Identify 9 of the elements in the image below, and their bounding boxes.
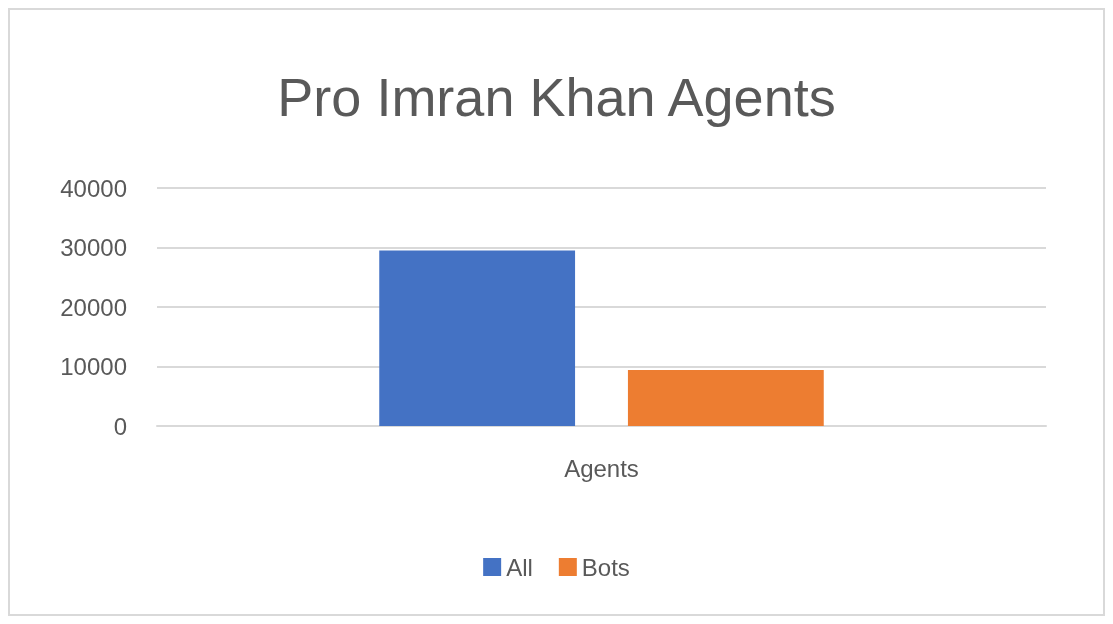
y-tick-label: 0 (113, 412, 127, 440)
legend-label: All (506, 553, 533, 581)
y-tick-label: 40000 (60, 174, 127, 202)
y-tick-label: 10000 (60, 353, 127, 380)
x-tick-label: Agents (564, 454, 639, 482)
y-tick-label: 30000 (60, 234, 127, 261)
legend-label: Bots (581, 553, 630, 581)
chart-title: Pro Imran Khan Agents (277, 67, 836, 127)
y-tick-label: 20000 (60, 293, 127, 321)
